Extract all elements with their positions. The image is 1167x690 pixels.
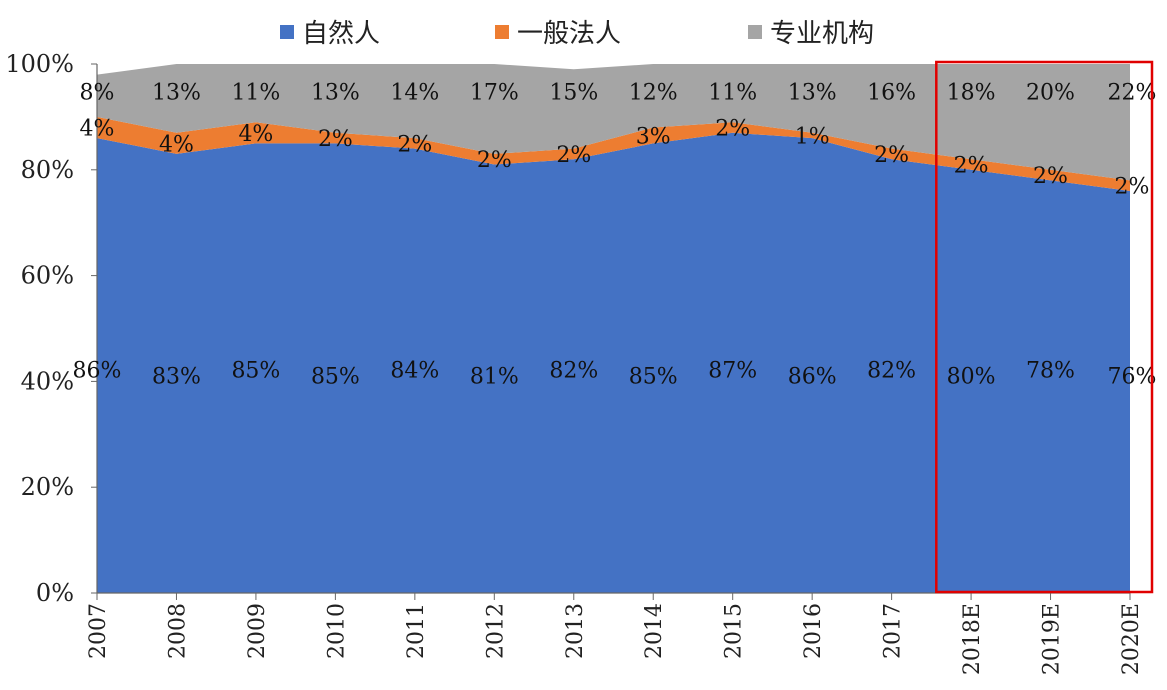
data-label: 15%: [549, 81, 598, 106]
forecast-highlight-box: [935, 60, 1154, 594]
legend-label: 专业机构: [770, 19, 874, 49]
y-tick-label: 60%: [21, 262, 74, 290]
data-label: 2%: [318, 127, 353, 152]
data-label: 18%: [947, 81, 996, 106]
data-label: 22%: [1108, 81, 1157, 106]
data-label: 2%: [874, 143, 909, 168]
x-tick-label: 2007: [86, 603, 111, 659]
data-label: 78%: [1026, 358, 1075, 383]
data-label: 2%: [1033, 164, 1068, 189]
data-label: 13%: [311, 81, 360, 106]
chart-legend: 自然人 一般法人 专业机构: [280, 19, 874, 49]
legend-swatch: [280, 25, 294, 39]
data-label: 86%: [788, 364, 837, 389]
data-label: 20%: [1026, 81, 1075, 106]
x-tick-label: 2019E: [1040, 603, 1065, 675]
x-tick-label: 2015: [722, 603, 747, 659]
data-label: 1%: [795, 124, 830, 149]
data-label: 84%: [390, 358, 439, 383]
data-label: 11%: [708, 81, 757, 106]
data-label: 2%: [1115, 175, 1150, 200]
x-tick-label: 2009: [245, 603, 270, 659]
data-label: 16%: [867, 81, 916, 106]
y-tick-label: 40%: [21, 367, 74, 395]
data-label: 83%: [152, 364, 201, 389]
data-label: 81%: [470, 364, 519, 389]
data-label: 82%: [867, 358, 916, 383]
x-tick-label: 2010: [324, 603, 349, 659]
area-series-2: [97, 116, 1130, 191]
data-label: 85%: [231, 358, 280, 383]
x-tick-label: 2014: [642, 603, 667, 659]
chart-axes: 0% 20% 40% 60% 80% 100% 2007 2008 2009 2010 2011 20…: [5, 50, 1144, 675]
x-tick-label: 2012: [483, 603, 508, 659]
legend-swatch: [495, 25, 509, 39]
chart-data-labels: 86% 83% 85% 85% 84% 81% 82% 85% 87% 86% 82% 80% 78% 7…: [73, 81, 1157, 390]
x-tick-label: 2018E: [960, 603, 985, 675]
area-series-3: [97, 64, 1130, 181]
data-label: 2%: [477, 148, 512, 173]
y-tick-label: 100%: [5, 50, 74, 78]
forecast-highlight: [935, 60, 1154, 594]
data-label: 87%: [708, 358, 757, 383]
data-label: 8%: [80, 81, 115, 106]
data-label: 4%: [159, 132, 194, 157]
data-label: 2%: [954, 154, 989, 179]
x-tick-label: 2008: [166, 603, 191, 659]
legend-swatch: [748, 25, 762, 39]
area-series-1: [97, 132, 1130, 594]
legend-label: 一般法人: [517, 19, 621, 49]
x-tick-label: 2020E: [1119, 603, 1144, 675]
data-label: 2%: [715, 117, 750, 142]
data-label: 76%: [1108, 364, 1157, 389]
data-label: 12%: [629, 81, 678, 106]
data-label: 4%: [238, 122, 273, 147]
y-tick-label: 0%: [36, 579, 74, 607]
data-label: 3%: [636, 124, 671, 149]
y-tick-label: 80%: [21, 156, 74, 184]
data-label: 13%: [152, 81, 201, 106]
x-tick-label: 2011: [404, 603, 429, 659]
data-label: 11%: [231, 81, 280, 106]
legend-label: 自然人: [302, 19, 380, 49]
x-tick-label: 2017: [881, 603, 906, 659]
data-label: 2%: [556, 143, 591, 168]
x-tick-label: 2013: [563, 603, 588, 659]
data-label: 82%: [549, 358, 598, 383]
y-tick-label: 20%: [21, 473, 74, 501]
data-label: 17%: [470, 81, 519, 106]
data-label: 85%: [311, 364, 360, 389]
data-label: 13%: [788, 81, 837, 106]
data-label: 86%: [73, 358, 122, 383]
data-label: 4%: [80, 117, 115, 142]
data-label: 85%: [629, 364, 678, 389]
x-tick-label: 2016: [801, 603, 826, 659]
data-label: 14%: [390, 81, 439, 106]
chart-areas: [97, 64, 1130, 594]
data-label: 80%: [947, 364, 996, 389]
data-label: 2%: [397, 132, 432, 157]
